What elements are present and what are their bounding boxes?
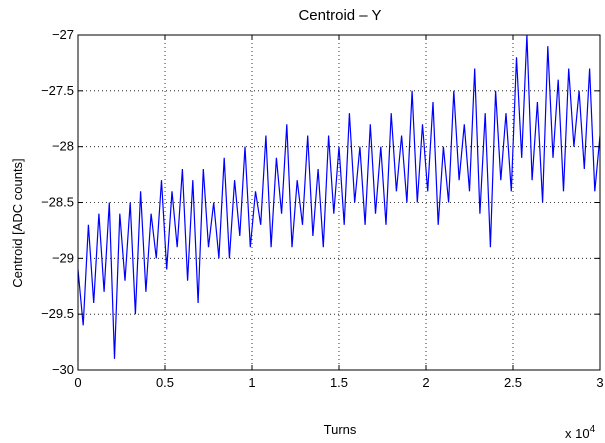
y-tick-label: −28.5 xyxy=(41,195,74,210)
x-tick-label: 2 xyxy=(422,375,429,390)
y-tick-label: −30 xyxy=(52,362,74,377)
x-multiplier-base: x 10 xyxy=(565,426,590,441)
y-tick-label: −28 xyxy=(52,139,74,154)
y-tick-label: −27.5 xyxy=(41,83,74,98)
centroid-y-series-line xyxy=(78,35,600,359)
chart-series-group xyxy=(78,35,600,359)
x-tick-label: 3 xyxy=(596,375,603,390)
x-axis-title: Turns xyxy=(324,422,357,437)
y-tick-label: −29 xyxy=(52,250,74,265)
y-tick-labels: −30 −29.5 −29 −28.5 −28 −27.5 −27 xyxy=(41,27,74,377)
chart-title: Centroid – Y xyxy=(298,7,381,24)
x-tick-label: 0.5 xyxy=(156,375,174,390)
x-tick-label: 1.5 xyxy=(330,375,348,390)
y-tick-label: −27 xyxy=(52,27,74,42)
x-tick-labels: 0 0.5 1 1.5 2 2.5 3 xyxy=(74,375,603,390)
x-tick-label: 1 xyxy=(248,375,255,390)
x-multiplier-exponent: 4 xyxy=(590,424,596,435)
x-tick-label: 0 xyxy=(74,375,81,390)
y-axis-title: Centroid [ADC counts] xyxy=(10,158,25,287)
tick-marks xyxy=(77,34,601,371)
x-tick-label: 2.5 xyxy=(504,375,522,390)
x-multiplier-label: x 104 xyxy=(565,424,596,441)
y-tick-label: −29.5 xyxy=(41,306,74,321)
